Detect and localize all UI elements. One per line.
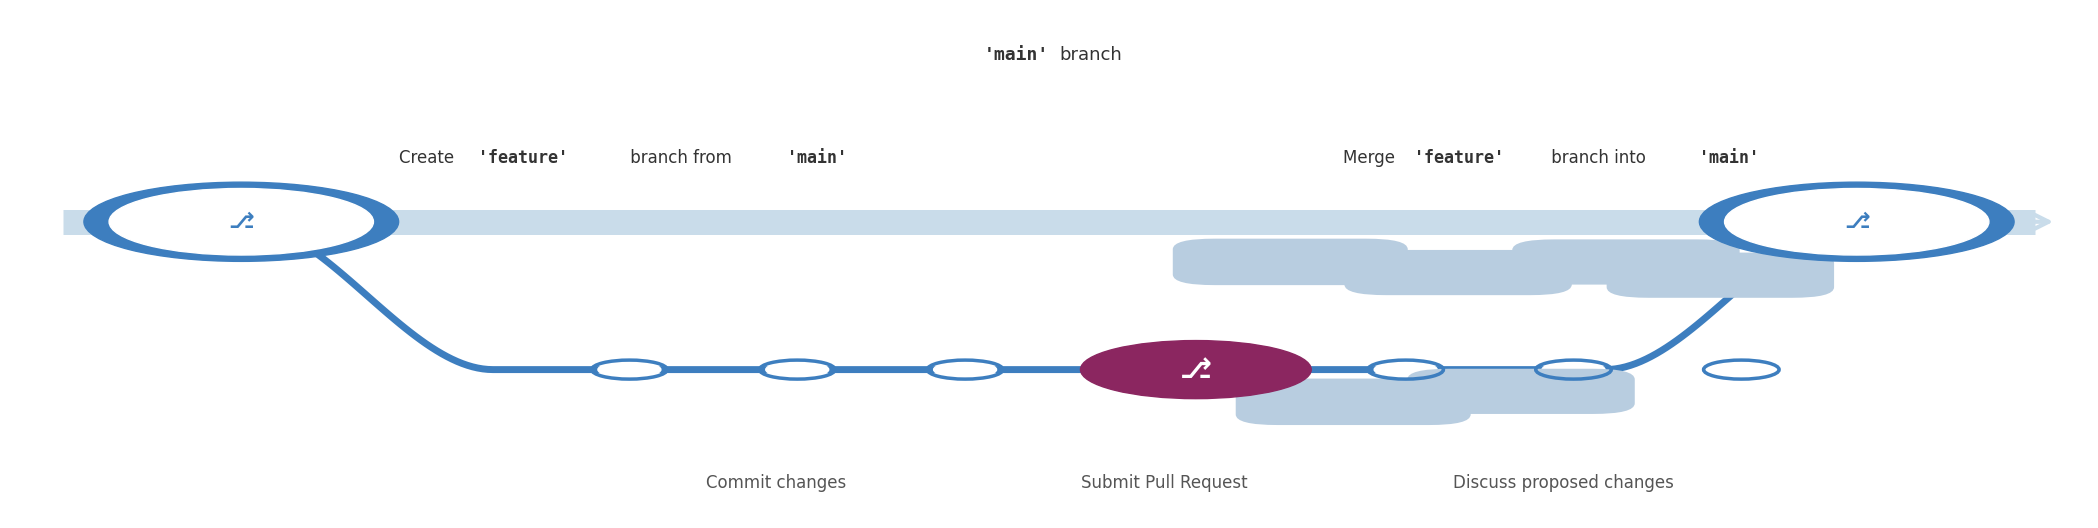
Circle shape [1710,362,1773,378]
Text: branch into: branch into [1546,149,1651,167]
Circle shape [934,362,997,378]
Text: Create: Create [399,149,459,167]
Polygon shape [1578,274,1603,279]
Polygon shape [1473,403,1498,409]
Circle shape [84,182,399,261]
Text: ⎇: ⎇ [229,212,254,232]
FancyBboxPatch shape [1607,252,1834,298]
Circle shape [766,362,829,378]
Text: 'main': 'main' [787,149,848,167]
Polygon shape [1672,287,1697,293]
Polygon shape [1303,414,1328,420]
FancyBboxPatch shape [1173,239,1408,285]
Circle shape [1080,341,1311,399]
Circle shape [598,362,661,378]
Circle shape [1725,188,1989,255]
FancyBboxPatch shape [1408,369,1634,414]
Text: 'main': 'main' [1699,149,1760,167]
Text: Merge: Merge [1343,149,1399,167]
Text: 'main': 'main' [984,46,1049,64]
Text: Discuss proposed changes: Discuss proposed changes [1452,474,1674,492]
Circle shape [1542,362,1605,378]
Text: Submit Pull Request: Submit Pull Request [1080,474,1248,492]
Polygon shape [1410,285,1435,289]
Text: ⎇: ⎇ [1179,355,1213,384]
Circle shape [1699,182,2014,261]
FancyBboxPatch shape [1236,379,1471,425]
Text: branch from: branch from [625,149,736,167]
Text: ⎇: ⎇ [1844,212,1869,232]
Circle shape [1374,362,1437,378]
FancyBboxPatch shape [1513,239,1739,285]
FancyBboxPatch shape [1345,250,1571,295]
Text: 'feature': 'feature' [478,149,569,167]
Text: 'feature': 'feature' [1414,149,1504,167]
Text: branch: branch [1059,46,1122,64]
Circle shape [109,188,373,255]
Polygon shape [1240,275,1265,280]
Text: Commit changes: Commit changes [707,474,845,492]
